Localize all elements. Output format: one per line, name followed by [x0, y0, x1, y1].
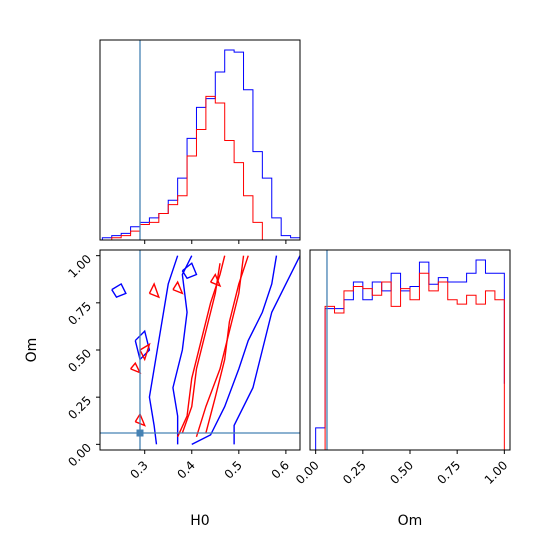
- om-histogram-frame: [309, 249, 511, 451]
- contour-red-level-5: [148, 282, 161, 299]
- om-histogram-red-series: [315, 272, 505, 450]
- contour-blue-level-3: [233, 255, 300, 445]
- contour-blue-level-2: [172, 255, 193, 445]
- contour-red-level-3: [205, 255, 249, 434]
- contour-red-level-6: [172, 280, 184, 295]
- om-ytick-label: 0.00: [65, 441, 94, 470]
- om-xtick-label: 0.25: [340, 458, 369, 487]
- h0-histogram-red-series: [102, 95, 300, 240]
- contour-red-level-0: [177, 255, 226, 438]
- h0-histogram-ticks: [144, 240, 287, 244]
- om-ytick-label: 0.25: [65, 393, 94, 422]
- contour-red-level-7: [209, 273, 222, 288]
- h0-om-contour-frame: [99, 249, 301, 451]
- contour-red-level-4: [139, 342, 151, 362]
- contour-red-level-2: [181, 263, 221, 434]
- om-xtick-label: 0.75: [434, 458, 463, 487]
- om-xtick-label: 0.00: [293, 458, 322, 487]
- contour-blue-level-5: [134, 329, 151, 361]
- h0-histogram-frame: [99, 39, 301, 241]
- h0-xtick-label: 0.6: [269, 458, 292, 481]
- h0-histogram-steps: [101, 40, 300, 240]
- contour-blue-level-4: [111, 282, 127, 299]
- h0-xtick-label: 0.5: [222, 458, 245, 481]
- contour-blue-level-1: [191, 255, 278, 445]
- contour-blue-level-6: [181, 262, 198, 280]
- om-histogram-ticks: 0.00 0.25 0.50 0.75 1.00: [293, 450, 510, 487]
- truth-marker: [136, 429, 144, 437]
- om-ytick-label: 0.75: [65, 299, 94, 328]
- h0-histogram-panel: [99, 39, 301, 244]
- om-ytick-label: 0.50: [65, 346, 94, 375]
- om-histogram-steps: [315, 250, 505, 450]
- h0-xtick-label: 0.4: [174, 458, 197, 481]
- om-histogram-panel: 0.00 0.25 0.50 0.75 1.00: [293, 249, 511, 487]
- h0-om-contour-panel: 0.3 0.4 0.5 0.6 0.00 0.25 0.50 0.75 1.00: [65, 249, 301, 482]
- om-xtick-label: 0.50: [387, 458, 416, 487]
- contour-red-level-8: [130, 361, 142, 374]
- x-axis-label-om: Om: [398, 513, 423, 529]
- om-xtick-label: 1.00: [482, 458, 511, 487]
- x-axis-label-h0: H0: [190, 513, 209, 529]
- y-axis-label-om: Om: [24, 338, 40, 363]
- om-ytick-label: 1.00: [65, 252, 94, 281]
- contour-red-level-1: [195, 255, 245, 438]
- h0-om-contours: [100, 250, 300, 450]
- h0-xtick-label: 0.3: [127, 458, 150, 481]
- h0-histogram-blue-series: [101, 49, 300, 240]
- contour-blue-level-0: [148, 255, 179, 445]
